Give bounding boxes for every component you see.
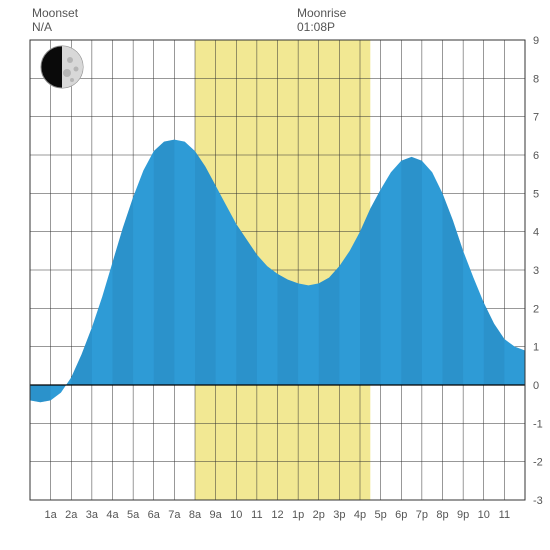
xtick-label: 8a bbox=[189, 509, 202, 521]
xtick-label: 7a bbox=[168, 509, 181, 521]
moon-phase-icon bbox=[40, 45, 84, 89]
xtick-label: 6a bbox=[148, 509, 161, 521]
xtick-label: 2p bbox=[313, 509, 325, 521]
xtick-label: 3a bbox=[86, 509, 99, 521]
xtick-label: 9p bbox=[457, 509, 469, 521]
xtick-label: 9a bbox=[210, 509, 223, 521]
ytick-label: 3 bbox=[533, 265, 539, 277]
xtick-label: 11 bbox=[251, 509, 262, 521]
ytick-label: 5 bbox=[533, 188, 539, 200]
xtick-label: 12 bbox=[271, 509, 283, 521]
ytick-label: 8 bbox=[533, 73, 539, 85]
xtick-label: 1a bbox=[45, 509, 58, 521]
ytick-label: 7 bbox=[533, 112, 539, 124]
xtick-label: 4p bbox=[354, 509, 366, 521]
ytick-label: 6 bbox=[533, 150, 539, 162]
xtick-label: 5p bbox=[375, 509, 387, 521]
xtick-label: 5a bbox=[127, 509, 140, 521]
xtick-label: 6p bbox=[395, 509, 407, 521]
xtick-label: 4a bbox=[106, 509, 119, 521]
xtick-label: 3p bbox=[333, 509, 345, 521]
xtick-label: 2a bbox=[65, 509, 78, 521]
xtick-label: 10 bbox=[230, 509, 242, 521]
xtick-label: 1p bbox=[292, 509, 304, 521]
ytick-label: 2 bbox=[533, 303, 539, 315]
ytick-label: -1 bbox=[533, 418, 543, 430]
xtick-label: 11 bbox=[499, 509, 510, 521]
xtick-label: 10 bbox=[478, 509, 490, 521]
ytick-label: 9 bbox=[533, 35, 539, 47]
ytick-label: -2 bbox=[533, 457, 543, 469]
ytick-label: 4 bbox=[533, 227, 539, 239]
ytick-label: 0 bbox=[533, 380, 539, 392]
xtick-label: 8p bbox=[436, 509, 448, 521]
ytick-label: 1 bbox=[533, 342, 539, 354]
xtick-label: 7p bbox=[416, 509, 428, 521]
ytick-label: -3 bbox=[533, 495, 543, 507]
tide-chart: Moonset N/A Moonrise 01:08P -3-2-1012345… bbox=[0, 0, 550, 550]
